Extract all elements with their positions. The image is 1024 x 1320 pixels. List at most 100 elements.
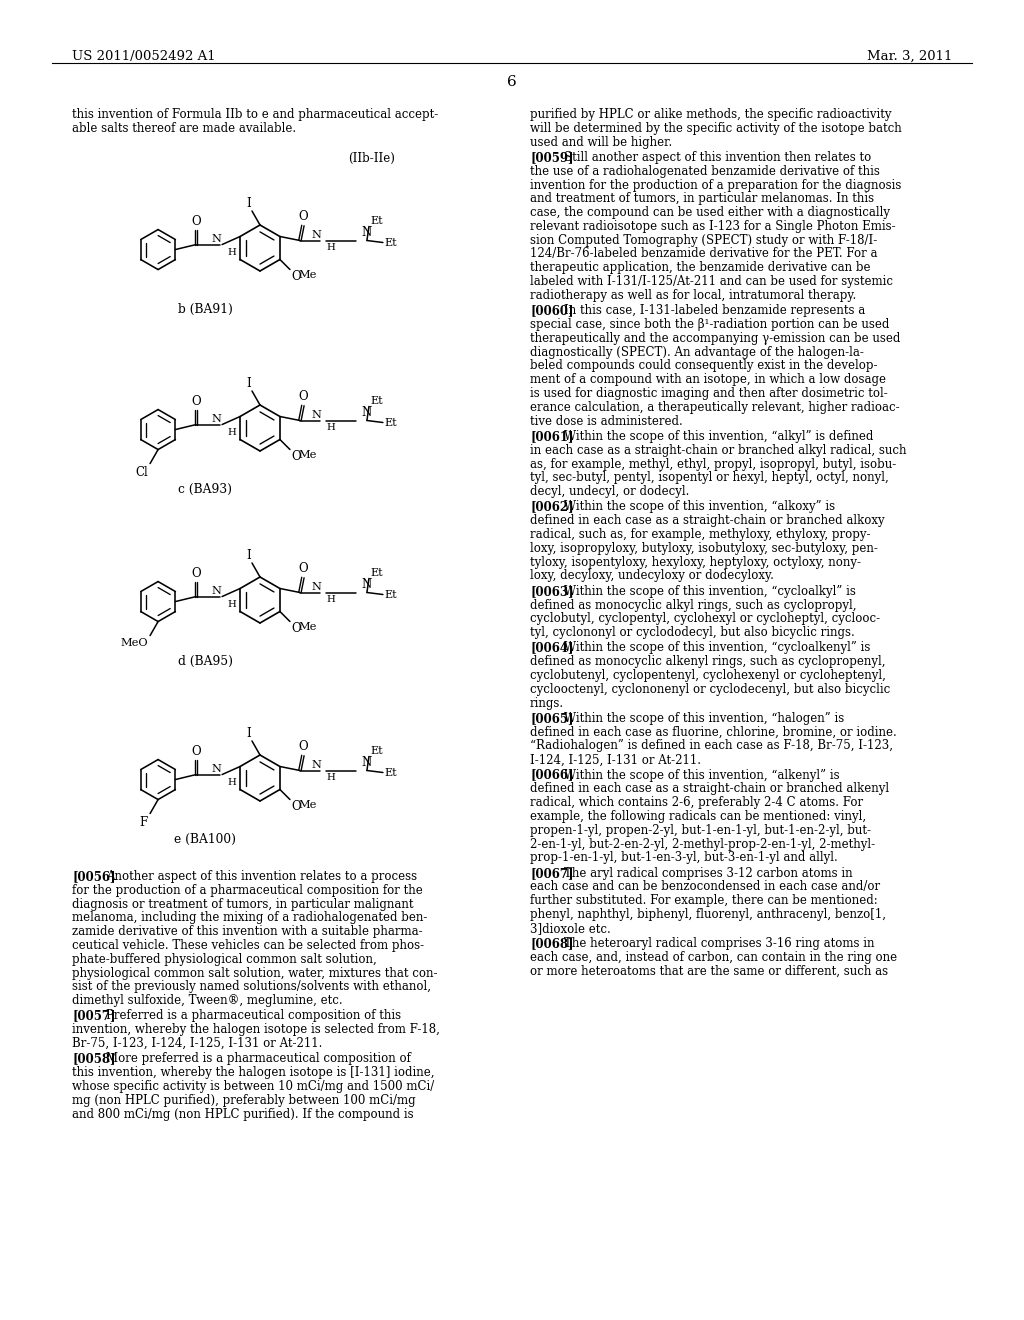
Text: Within the scope of this invention, “halogen” is: Within the scope of this invention, “hal… [563,711,844,725]
Text: cyclobutyl, cyclopentyl, cyclohexyl or cycloheptyl, cyclooc-: cyclobutyl, cyclopentyl, cyclohexyl or c… [530,612,880,626]
Text: loxy, decyloxy, undecyloxy or dodecyloxy.: loxy, decyloxy, undecyloxy or dodecyloxy… [530,569,774,582]
Text: Et: Et [370,396,383,405]
Text: 124/Br-76-labeled benzamide derivative for the PET. For a: 124/Br-76-labeled benzamide derivative f… [530,248,878,260]
Text: Et: Et [370,215,383,226]
Text: “Radiohalogen” is defined in each case as F-18, Br-75, I-123,: “Radiohalogen” is defined in each case a… [530,739,893,752]
Text: N: N [360,578,371,591]
Text: [0062]: [0062] [530,500,573,513]
Text: 2-en-1-yl, but-2-en-2-yl, 2-methyl-prop-2-en-1-yl, 2-methyl-: 2-en-1-yl, but-2-en-2-yl, 2-methyl-prop-… [530,838,876,850]
Text: this invention, whereby the halogen isotope is [I-131] iodine,: this invention, whereby the halogen isot… [72,1067,434,1080]
Text: special case, since both the β¹-radiation portion can be used: special case, since both the β¹-radiatio… [530,318,890,331]
Text: decyl, undecyl, or dodecyl.: decyl, undecyl, or dodecyl. [530,486,689,498]
Text: Still another aspect of this invention then relates to: Still another aspect of this invention t… [563,150,870,164]
Text: defined in each case as fluorine, chlorine, bromine, or iodine.: defined in each case as fluorine, chlori… [530,726,897,739]
Text: [0065]: [0065] [530,711,573,725]
Text: MeO: MeO [121,638,148,648]
Text: tyloxy, isopentyloxy, hexyloxy, heptyloxy, octyloxy, nony-: tyloxy, isopentyloxy, hexyloxy, heptylox… [530,556,861,569]
Text: melanoma, including the mixing of a radiohalogenated ben-: melanoma, including the mixing of a radi… [72,911,427,924]
Text: rings.: rings. [530,697,564,710]
Text: N: N [311,230,321,239]
Text: ment of a compound with an isotope, in which a low dosage: ment of a compound with an isotope, in w… [530,374,886,387]
Text: radiotherapy as well as for local, intratumoral therapy.: radiotherapy as well as for local, intra… [530,289,856,302]
Text: [0064]: [0064] [530,642,573,655]
Text: case, the compound can be used either with a diagnostically: case, the compound can be used either wi… [530,206,890,219]
Text: used and will be higher.: used and will be higher. [530,136,672,149]
Text: erance calculation, a therapeutically relevant, higher radioac-: erance calculation, a therapeutically re… [530,401,900,413]
Text: [0058]: [0058] [72,1052,116,1065]
Text: tive dose is administered.: tive dose is administered. [530,414,683,428]
Text: Within the scope of this invention, “alkyl” is defined: Within the scope of this invention, “alk… [563,430,873,444]
Text: F: F [140,816,148,829]
Text: whose specific activity is between 10 mCi/mg and 1500 mCi/: whose specific activity is between 10 mC… [72,1080,434,1093]
Text: Me: Me [299,450,317,459]
Text: therapeutic application, the benzamide derivative can be: therapeutic application, the benzamide d… [530,261,870,275]
Text: dimethyl sulfoxide, Tween®, meglumine, etc.: dimethyl sulfoxide, Tween®, meglumine, e… [72,994,343,1007]
Text: tyl, cyclononyl or cyclododecyl, but also bicyclic rings.: tyl, cyclononyl or cyclododecyl, but als… [530,626,855,639]
Text: cyclobutenyl, cyclopentenyl, cyclohexenyl or cycloheptenyl,: cyclobutenyl, cyclopentenyl, cyclohexeny… [530,669,886,682]
Text: Within the scope of this invention, “cycloalkenyl” is: Within the scope of this invention, “cyc… [563,642,870,655]
Text: H: H [227,428,236,437]
Text: N: N [360,227,371,239]
Text: I: I [246,549,251,562]
Text: prop-1-en-1-yl, but-1-en-3-yl, but-3-en-1-yl and allyl.: prop-1-en-1-yl, but-1-en-3-yl, but-3-en-… [530,851,838,865]
Text: H: H [327,243,336,252]
Text: US 2011/0052492 A1: US 2011/0052492 A1 [72,50,216,63]
Text: c (BA93): c (BA93) [178,483,232,496]
Text: phate-buffered physiological common salt solution,: phate-buffered physiological common salt… [72,953,377,966]
Text: 3]dioxole etc.: 3]dioxole etc. [530,921,610,935]
Text: sion Computed Tomography (SPECT) study or with F-18/I-: sion Computed Tomography (SPECT) study o… [530,234,878,247]
Text: [0063]: [0063] [530,585,573,598]
Text: H: H [327,595,336,605]
Text: physiological common salt solution, water, mixtures that con-: physiological common salt solution, wate… [72,966,437,979]
Text: Br-75, I-123, I-124, I-125, I-131 or At-211.: Br-75, I-123, I-124, I-125, I-131 or At-… [72,1038,323,1051]
Text: Me: Me [299,269,317,280]
Text: e (BA100): e (BA100) [174,833,236,846]
Text: and treatment of tumors, in particular melanomas. In this: and treatment of tumors, in particular m… [530,193,874,206]
Text: [0068]: [0068] [530,937,573,950]
Text: invention, whereby the halogen isotope is selected from F-18,: invention, whereby the halogen isotope i… [72,1023,440,1036]
Text: therapeutically and the accompanying γ-emission can be used: therapeutically and the accompanying γ-e… [530,331,900,345]
Text: further substituted. For example, there can be mentioned:: further substituted. For example, there … [530,894,878,907]
Text: cyclooctenyl, cyclononenyl or cyclodecenyl, but also bicyclic: cyclooctenyl, cyclononenyl or cyclodecen… [530,682,890,696]
Text: N: N [360,756,371,770]
Text: O: O [191,566,201,579]
Text: relevant radioisotope such as I-123 for a Single Photon Emis-: relevant radioisotope such as I-123 for … [530,220,896,232]
Text: mg (non HPLC purified), preferably between 100 mCi/mg: mg (non HPLC purified), preferably betwe… [72,1094,416,1106]
Text: each case, and, instead of carbon, can contain in the ring one: each case, and, instead of carbon, can c… [530,950,897,964]
Text: N: N [211,586,221,595]
Text: H: H [227,777,236,787]
Text: I: I [246,727,251,741]
Text: O: O [298,562,308,576]
Text: diagnosis or treatment of tumors, in particular malignant: diagnosis or treatment of tumors, in par… [72,898,414,911]
Text: H: H [227,599,236,609]
Text: this invention of Formula IIb to e and pharmaceutical accept-: this invention of Formula IIb to e and p… [72,108,438,121]
Text: able salts thereof are made available.: able salts thereof are made available. [72,121,296,135]
Text: tyl, sec-butyl, pentyl, isopentyl or hexyl, heptyl, octyl, nonyl,: tyl, sec-butyl, pentyl, isopentyl or hex… [530,471,889,484]
Text: the use of a radiohalogenated benzamide derivative of this: the use of a radiohalogenated benzamide … [530,165,880,178]
Text: b (BA91): b (BA91) [177,304,232,315]
Text: More preferred is a pharmaceutical composition of: More preferred is a pharmaceutical compo… [105,1052,411,1065]
Text: Et: Et [370,568,383,578]
Text: 6: 6 [507,75,517,88]
Text: [0060]: [0060] [530,304,573,317]
Text: is used for diagnostic imaging and then after dosimetric tol-: is used for diagnostic imaging and then … [530,387,888,400]
Text: in each case as a straight-chain or branched alkyl radical, such: in each case as a straight-chain or bran… [530,444,906,457]
Text: Within the scope of this invention, “alkoxy” is: Within the scope of this invention, “alk… [563,500,835,513]
Text: each case and can be benzocondensed in each case and/or: each case and can be benzocondensed in e… [530,880,880,894]
Text: N: N [311,582,321,591]
Text: N: N [360,407,371,420]
Text: phenyl, naphthyl, biphenyl, fluorenyl, anthracenyl, benzo[1,: phenyl, naphthyl, biphenyl, fluorenyl, a… [530,908,886,921]
Text: Within the scope of this invention, “cycloalkyl” is: Within the scope of this invention, “cyc… [563,585,855,598]
Text: as, for example, methyl, ethyl, propyl, isopropyl, butyl, isobu-: as, for example, methyl, ethyl, propyl, … [530,458,896,470]
Text: H: H [227,248,236,256]
Text: for the production of a pharmaceutical composition for the: for the production of a pharmaceutical c… [72,884,423,896]
Text: The aryl radical comprises 3-12 carbon atoms in: The aryl radical comprises 3-12 carbon a… [563,867,852,879]
Text: will be determined by the specific activity of the isotope batch: will be determined by the specific activ… [530,121,902,135]
Text: defined in each case as a straight-chain or branched alkoxy: defined in each case as a straight-chain… [530,515,885,527]
Text: ceutical vehicle. These vehicles can be selected from phos-: ceutical vehicle. These vehicles can be … [72,939,424,952]
Text: radical, such as, for example, methyloxy, ethyloxy, propy-: radical, such as, for example, methyloxy… [530,528,870,541]
Text: Cl: Cl [135,466,148,479]
Text: sist of the previously named solutions/solvents with ethanol,: sist of the previously named solutions/s… [72,981,431,994]
Text: zamide derivative of this invention with a suitable pharma-: zamide derivative of this invention with… [72,925,423,939]
Text: N: N [211,234,221,244]
